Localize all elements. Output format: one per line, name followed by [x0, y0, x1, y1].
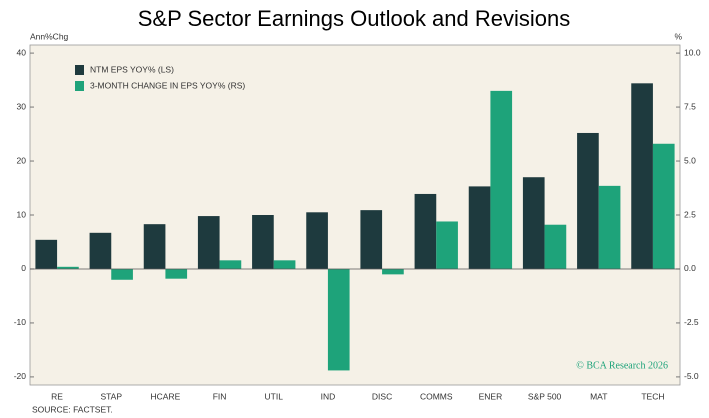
- y2-tick-label: 5.0: [684, 155, 696, 165]
- y2-axis-label: %: [674, 31, 682, 41]
- bar: [382, 268, 404, 275]
- bar: [598, 185, 621, 269]
- bar: [197, 216, 220, 269]
- x-tick-label: STAP: [100, 391, 122, 401]
- y2-tick-label: -5.0: [684, 371, 699, 381]
- bar: [273, 260, 296, 269]
- bar: [35, 239, 58, 269]
- x-tick-label: DISC: [372, 391, 392, 401]
- bar: [414, 193, 437, 269]
- source: SOURCE: FACTSET.: [32, 404, 113, 414]
- bar: [327, 268, 350, 371]
- bar: [57, 266, 79, 269]
- x-tick-label: COMMS: [420, 391, 453, 401]
- x-tick-label: FIN: [213, 391, 227, 401]
- bar: [111, 268, 133, 280]
- y2-tick-label: 10.0: [684, 47, 701, 57]
- y-tick-label: 10: [17, 209, 27, 219]
- bar: [522, 177, 545, 269]
- legend-swatch: [75, 81, 84, 91]
- legend-label: 3-MONTH CHANGE IN EPS YOY% (RS): [90, 80, 245, 90]
- y2-tick-label: 7.5: [684, 101, 696, 111]
- x-tick-label: HCARE: [151, 391, 181, 401]
- y-tick-label: 30: [17, 101, 27, 111]
- legend-label: NTM EPS YOY% (LS): [90, 64, 174, 74]
- x-tick-label: RE: [51, 391, 63, 401]
- x-tick-label: TECH: [641, 391, 664, 401]
- x-tick-label: S&P 500: [528, 391, 562, 401]
- y-tick-label: -10: [14, 317, 27, 327]
- x-tick-label: UTIL: [265, 391, 284, 401]
- bar: [577, 132, 599, 269]
- bar: [436, 221, 458, 269]
- y-axis-label: Ann%Chg: [30, 31, 69, 41]
- y-tick-label: 0: [21, 263, 26, 273]
- legend-swatch: [75, 65, 84, 75]
- bar: [652, 143, 675, 269]
- y2-tick-label: 0.0: [684, 263, 696, 273]
- bar: [143, 224, 166, 269]
- bar: [306, 212, 328, 269]
- x-tick-label: MAT: [590, 391, 607, 401]
- x-tick-label: IND: [321, 391, 336, 401]
- bar: [219, 260, 242, 269]
- y-tick-label: 20: [17, 155, 27, 165]
- bar: [544, 224, 567, 269]
- bar: [360, 210, 383, 269]
- y-tick-label: -20: [14, 371, 27, 381]
- plot-area: [29, 44, 681, 386]
- bar: [165, 268, 188, 279]
- y2-tick-label: 2.5: [684, 209, 696, 219]
- annotation: © BCA Research 2026: [576, 360, 668, 371]
- bar: [252, 215, 274, 269]
- bar: [490, 90, 513, 269]
- bar: [89, 232, 112, 269]
- bar: [468, 186, 491, 269]
- x-tick-label: ENER: [479, 391, 503, 401]
- chart-title: S&P Sector Earnings Outlook and Revision…: [138, 6, 571, 31]
- y2-tick-label: -2.5: [684, 317, 699, 327]
- y-tick-label: 40: [17, 47, 27, 57]
- bar: [631, 83, 653, 269]
